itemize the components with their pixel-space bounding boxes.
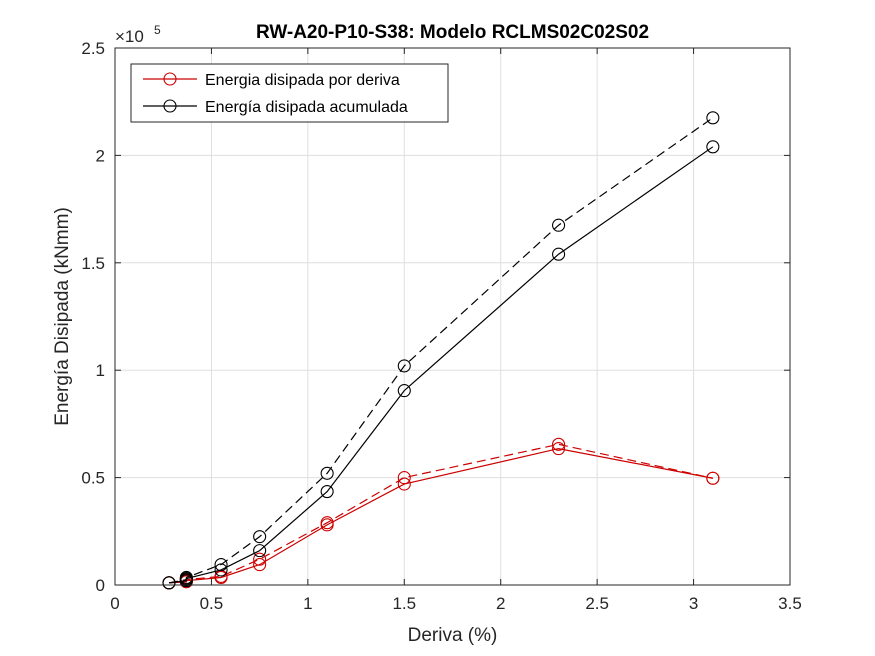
y-axis-label: Energía Disipada (kNmm) (52, 207, 73, 426)
y-tick-label: 0.5 (81, 469, 105, 488)
y-tick-label: 2 (96, 146, 105, 165)
x-tick-label: 3.5 (778, 594, 802, 613)
y-tick-label: 2.5 (81, 39, 105, 58)
x-tick-label: 1 (303, 594, 312, 613)
legend-entry-1: Energía disipada acumulada (143, 99, 408, 116)
x-tick-label: 2 (496, 594, 505, 613)
data-point (253, 530, 267, 544)
series-line (168, 447, 713, 584)
data-point (253, 552, 267, 566)
x-tick-label: 2.5 (585, 594, 609, 613)
data-point (706, 140, 720, 154)
tick-labels: 0 0.5 1 1.5 2 2.5 3 3.5 0 0.5 1 1.5 2 2.5 (81, 39, 801, 613)
legend-entry-0: Energia disipada por deriva (143, 72, 400, 89)
data-point (320, 466, 334, 480)
legend-label: Energia disipada por deriva (205, 72, 400, 89)
legend-box (130, 63, 449, 123)
data-point (320, 516, 334, 530)
data-point (320, 485, 334, 499)
data-point (253, 544, 267, 558)
data-point (397, 384, 411, 398)
chart-title: RW-A20-P10-S38: Modelo RCLMS02C02S02 (256, 22, 649, 43)
series-3 (162, 111, 720, 590)
data-point (706, 111, 720, 125)
x-tick-label: 0.5 (200, 594, 224, 613)
y-tick-label: 0 (96, 576, 105, 595)
x-axis-label: Deriva (%) (408, 625, 498, 646)
data-point (552, 437, 566, 451)
series-line (168, 117, 714, 584)
data-point (552, 218, 566, 232)
plot-area (115, 48, 790, 585)
y-exponent-label: ×10 (115, 27, 144, 46)
x-tick-label: 0 (110, 594, 119, 613)
legend-swatch-marker (163, 99, 177, 113)
data-point (706, 471, 720, 485)
y-tick-label: 1 (96, 361, 105, 380)
data-point (179, 570, 193, 585)
data-point (253, 558, 267, 572)
data-point (214, 558, 228, 572)
x-tick-label: 1.5 (392, 594, 416, 613)
axes-frame (114, 47, 791, 586)
axis-ticks (114, 47, 791, 586)
y-exponent-power: 5 (154, 23, 161, 37)
data-point (397, 359, 411, 373)
data-point (162, 576, 176, 590)
series-layer (162, 111, 720, 590)
data-point (552, 247, 566, 261)
data-point (552, 442, 566, 456)
data-point (397, 477, 411, 491)
data-point (397, 471, 411, 485)
legend-label: Energía disipada acumulada (205, 99, 408, 116)
grid-lines (115, 48, 790, 585)
y-tick-label: 1.5 (81, 254, 105, 273)
legend: Energia disipada por deriva Energía disi… (130, 63, 449, 123)
x-tick-label: 3 (689, 594, 698, 613)
legend-swatch-marker (163, 72, 177, 86)
